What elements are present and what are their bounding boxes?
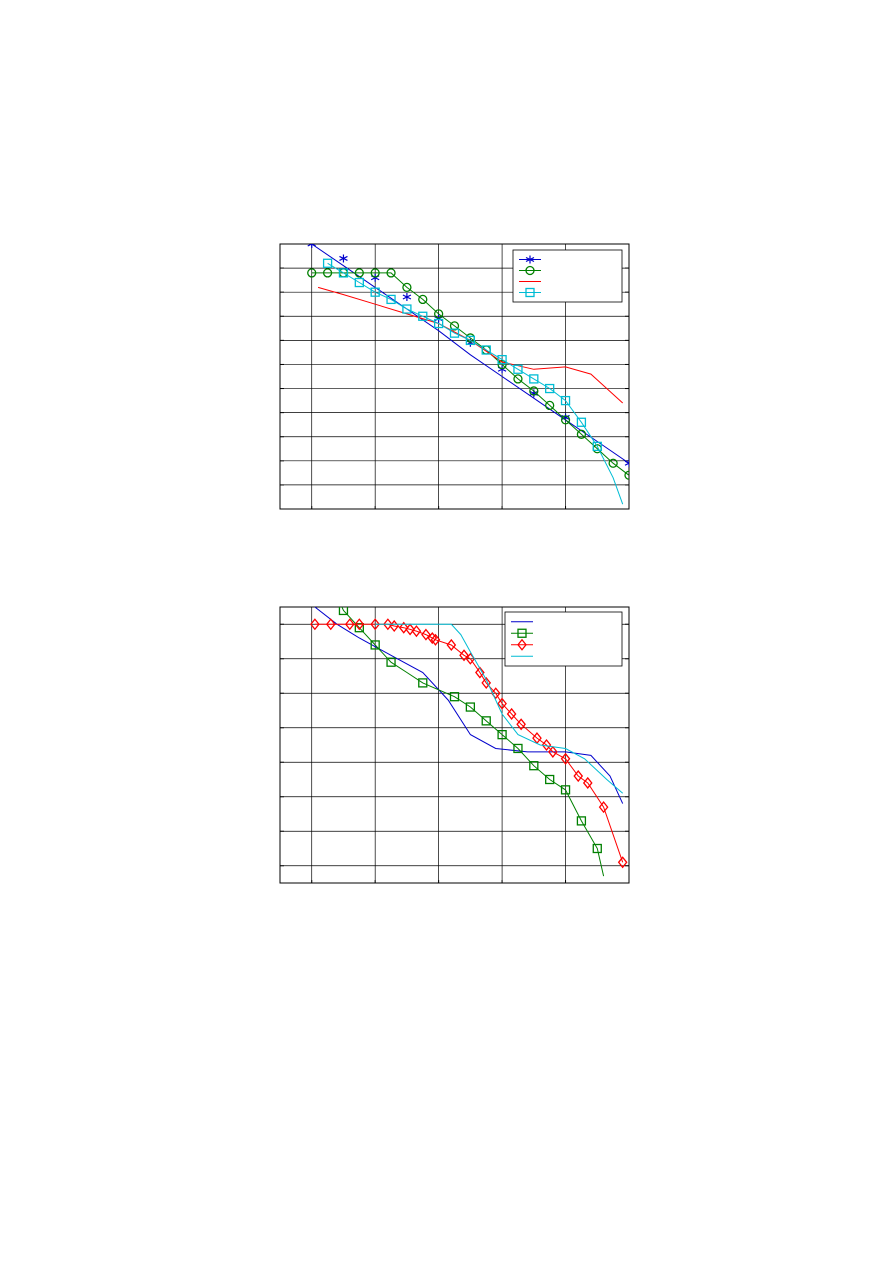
series-3-point: [481, 676, 492, 689]
series-3-point: [354, 618, 365, 631]
series-2-point: [386, 657, 396, 667]
series-4-point: [576, 417, 587, 427]
series-1-point: [402, 293, 412, 301]
series-3-point: [506, 707, 517, 720]
series-3-point: [582, 776, 593, 789]
series-3-point: [405, 623, 415, 636]
series-1-line: [311, 244, 629, 464]
series-2-point: [354, 268, 364, 278]
legend-box: [504, 611, 623, 667]
series-2-point: [370, 640, 380, 650]
series-2-point: [624, 470, 629, 480]
series-3-point: [541, 738, 552, 752]
series-3-point: [598, 801, 609, 814]
series-3-point: [617, 856, 628, 869]
series-4-point: [545, 383, 555, 394]
legend-entry-4-marker: [525, 287, 535, 298]
series-2-point: [322, 268, 333, 278]
series-2-point: [497, 730, 507, 740]
series-3-point: [548, 745, 558, 758]
plot-area: [307, 244, 629, 505]
series-2-point: [481, 716, 491, 726]
series-2-point: [545, 774, 555, 785]
legend-entry-2-marker: [517, 628, 527, 638]
series-3-point: [560, 752, 571, 765]
plot-area: [310, 607, 628, 877]
series-2-point: [449, 321, 460, 331]
legend-entry-2-marker: [525, 265, 535, 276]
series-4-point: [338, 268, 349, 278]
series-3-point: [325, 618, 336, 631]
series-3-point: [446, 638, 457, 651]
series-2-point: [307, 268, 317, 278]
series-3-point: [459, 649, 469, 662]
series-4-point: [418, 311, 428, 321]
series-3-point: [430, 633, 441, 646]
series-3-point: [573, 770, 584, 783]
series-3-point: [490, 687, 501, 700]
series-3-point: [475, 666, 485, 679]
series-2-point: [513, 743, 523, 754]
series-3-point: [398, 621, 409, 634]
series-4-point: [322, 258, 333, 268]
series-3-point: [383, 618, 393, 631]
series-4-point: [402, 304, 412, 314]
series-1-point: [307, 244, 316, 248]
series-1-point: [339, 254, 348, 263]
series-2-point: [354, 623, 364, 633]
series-3-point: [516, 718, 526, 731]
series-3-point: [310, 618, 320, 631]
series-2-point: [497, 359, 507, 370]
series-3-point: [370, 618, 381, 631]
series-2-point: [560, 785, 571, 795]
series-2-point: [418, 678, 428, 688]
series-2-point: [592, 843, 602, 854]
series-2-line: [341, 607, 605, 877]
series-2-point: [545, 400, 555, 411]
series-2-point: [576, 816, 587, 826]
series-4-point: [592, 441, 602, 452]
series-4-point: [497, 354, 507, 365]
series-2-point: [370, 268, 380, 278]
series-2-point: [449, 692, 460, 702]
series-2-point: [418, 294, 428, 305]
series-4-point: [386, 294, 396, 305]
series-3-point: [411, 625, 422, 638]
series-4-point: [560, 395, 571, 406]
series-4-point: [465, 335, 476, 346]
series-4-point: [481, 345, 491, 355]
series-2-point: [608, 458, 618, 468]
series-3-point: [344, 618, 355, 631]
series-3-point: [497, 697, 507, 710]
series-2-point: [465, 702, 476, 712]
series-4-point: [433, 318, 444, 329]
legend-entry-3-marker: [517, 638, 527, 651]
chart-1: [279, 243, 630, 510]
series-2-point: [560, 415, 571, 425]
series-2-point: [513, 374, 523, 384]
chart-2: [279, 606, 630, 884]
series-4-point: [354, 277, 364, 288]
series-4-point: [529, 374, 539, 384]
series-2-point: [338, 607, 349, 616]
series-2-point: [529, 386, 539, 396]
series-2-point: [386, 268, 396, 278]
series-1-line: [314, 607, 624, 804]
series-4-point: [449, 328, 460, 338]
series-4-line: [375, 623, 624, 794]
series-2-point: [402, 282, 412, 293]
legend-box: [512, 249, 623, 303]
series-2-line: [311, 272, 629, 476]
series-1-point: [624, 459, 629, 468]
series-2-point: [433, 309, 444, 319]
series-2-point: [576, 429, 587, 439]
series-2-point: [529, 761, 539, 771]
series-4-point: [370, 287, 380, 297]
legend-entry-1-marker: [525, 255, 535, 264]
series-3-point: [421, 628, 431, 641]
series-4-point: [513, 364, 523, 374]
